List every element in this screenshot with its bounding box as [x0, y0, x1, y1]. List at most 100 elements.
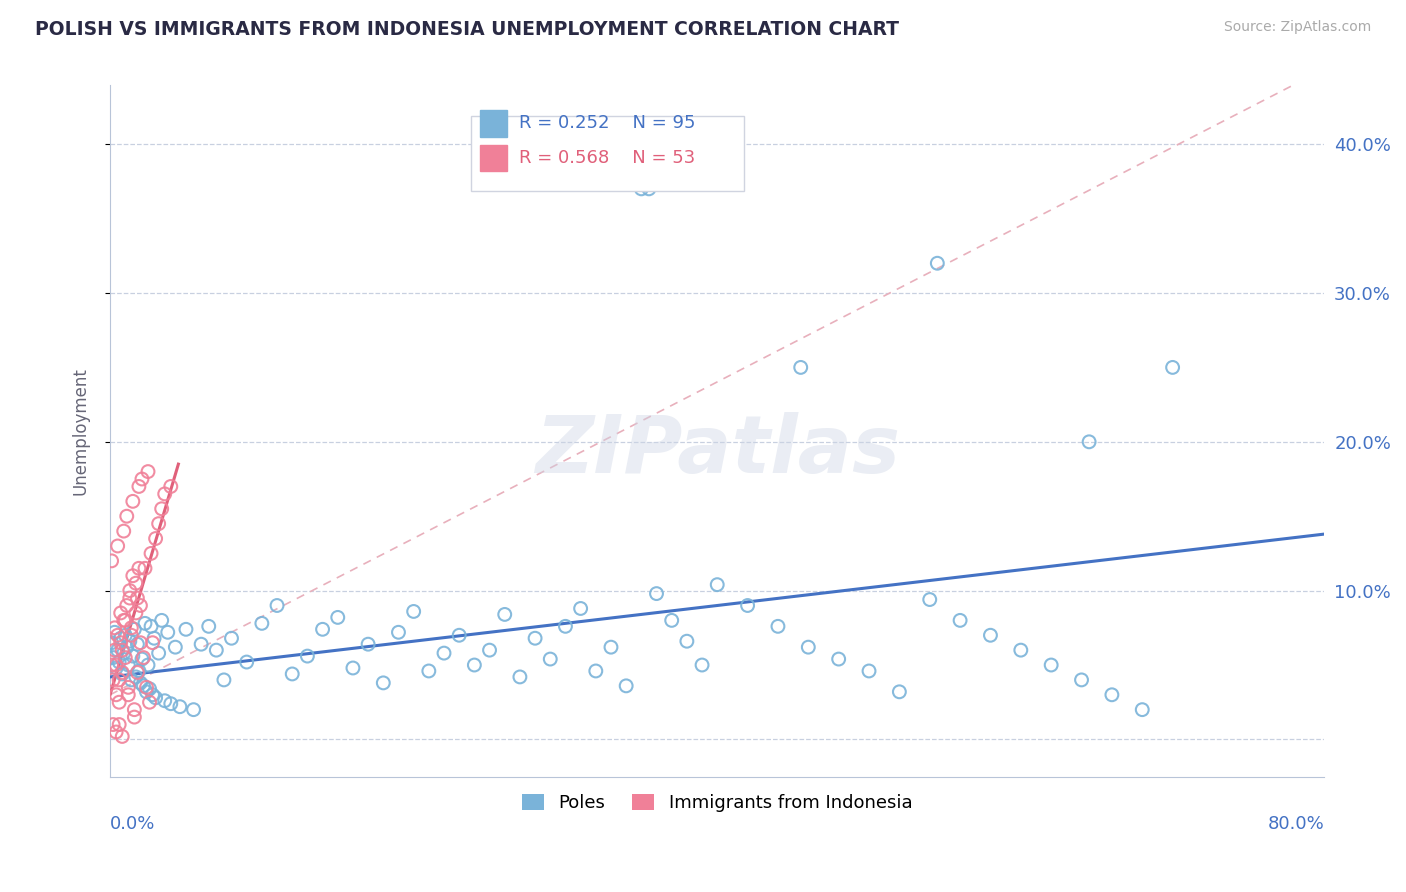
- Point: [153, 694, 176, 708]
- Point: [159, 479, 181, 493]
- Point: [125, 670, 148, 684]
- FancyBboxPatch shape: [471, 116, 744, 191]
- Point: [124, 703, 146, 717]
- Point: [114, 650, 136, 665]
- Point: [136, 465, 159, 479]
- Point: [1078, 434, 1101, 449]
- Point: [148, 516, 170, 531]
- Point: [676, 634, 699, 648]
- Point: [357, 637, 380, 651]
- Point: [121, 649, 143, 664]
- Point: [661, 613, 683, 627]
- Point: [118, 591, 141, 605]
- Point: [101, 717, 124, 731]
- Point: [205, 643, 228, 657]
- Point: [281, 667, 304, 681]
- Point: [110, 636, 132, 650]
- Point: [174, 623, 197, 637]
- Point: [614, 679, 637, 693]
- Point: [134, 561, 156, 575]
- Point: [266, 599, 288, 613]
- Point: [115, 640, 138, 655]
- Point: [110, 606, 132, 620]
- Point: [197, 619, 219, 633]
- Point: [134, 616, 156, 631]
- Point: [131, 652, 153, 666]
- Point: [169, 699, 191, 714]
- Point: [402, 604, 425, 618]
- Point: [797, 640, 820, 655]
- Point: [690, 658, 713, 673]
- Point: [124, 623, 146, 637]
- Point: [250, 616, 273, 631]
- Point: [110, 632, 132, 646]
- Text: R = 0.252    N = 95: R = 0.252 N = 95: [519, 114, 696, 132]
- FancyBboxPatch shape: [481, 111, 508, 136]
- Point: [117, 681, 139, 695]
- Point: [1070, 673, 1092, 687]
- Point: [858, 664, 880, 678]
- Point: [159, 697, 181, 711]
- Point: [107, 643, 129, 657]
- Point: [221, 632, 243, 646]
- Point: [108, 695, 131, 709]
- Point: [128, 561, 150, 575]
- Point: [104, 625, 127, 640]
- Point: [737, 599, 759, 613]
- Point: [129, 636, 152, 650]
- Point: [1040, 658, 1063, 673]
- Point: [101, 673, 124, 687]
- Point: [124, 710, 146, 724]
- Point: [138, 681, 160, 696]
- Point: [142, 688, 165, 702]
- Point: [142, 636, 165, 650]
- Point: [342, 661, 364, 675]
- Point: [297, 649, 319, 664]
- Point: [638, 182, 661, 196]
- Point: [373, 676, 395, 690]
- Point: [1161, 360, 1184, 375]
- Point: [108, 655, 131, 669]
- Point: [127, 591, 149, 605]
- Point: [108, 717, 131, 731]
- Point: [108, 673, 131, 687]
- Point: [104, 643, 127, 657]
- Point: [105, 725, 128, 739]
- Point: [326, 610, 349, 624]
- Point: [585, 664, 607, 678]
- Point: [235, 655, 257, 669]
- Point: [115, 509, 138, 524]
- Point: [139, 546, 162, 560]
- Point: [100, 554, 122, 568]
- Point: [1130, 703, 1153, 717]
- Point: [135, 681, 157, 695]
- Point: [101, 650, 124, 665]
- Y-axis label: Unemployment: Unemployment: [72, 367, 89, 494]
- Point: [115, 599, 138, 613]
- Text: 0.0%: 0.0%: [110, 814, 156, 832]
- Point: [1101, 688, 1123, 702]
- Point: [153, 487, 176, 501]
- Point: [889, 685, 911, 699]
- Point: [131, 472, 153, 486]
- Text: R = 0.568    N = 53: R = 0.568 N = 53: [519, 149, 696, 167]
- Point: [112, 646, 135, 660]
- Point: [118, 583, 141, 598]
- Point: [387, 625, 409, 640]
- Point: [111, 643, 134, 657]
- Point: [117, 688, 139, 702]
- Point: [129, 599, 152, 613]
- Point: [706, 577, 728, 591]
- Point: [645, 586, 668, 600]
- Point: [145, 690, 167, 705]
- Point: [150, 501, 173, 516]
- Point: [107, 539, 129, 553]
- Point: [311, 623, 333, 637]
- Point: [112, 613, 135, 627]
- Point: [433, 646, 456, 660]
- Point: [104, 621, 127, 635]
- Point: [125, 576, 148, 591]
- Point: [118, 634, 141, 648]
- Point: [114, 628, 136, 642]
- Point: [979, 628, 1001, 642]
